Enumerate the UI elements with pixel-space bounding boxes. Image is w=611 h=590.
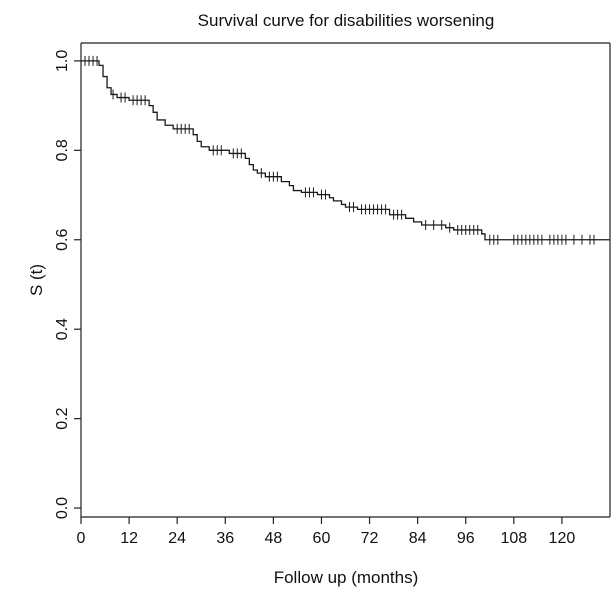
chart-title: Survival curve for disabilities worsenin…	[198, 11, 495, 30]
x-tick-label: 120	[549, 530, 576, 547]
axis-ticks: 0 12 24 36 48 60 72 84 96 108 120 0.0 0.2 0.4 0.6 0.8 1.…	[54, 50, 575, 547]
x-tick-label: 72	[361, 530, 379, 547]
y-tick-label: 0.4	[54, 318, 71, 340]
x-tick-label: 12	[120, 530, 138, 547]
y-axis-label: S (t)	[27, 264, 46, 296]
x-tick-label: 36	[216, 530, 234, 547]
x-tick-label: 24	[168, 530, 186, 547]
y-tick-label: 0.8	[54, 139, 71, 161]
y-tick-label: 1.0	[54, 50, 71, 72]
y-tick-label: 0.2	[54, 407, 71, 429]
x-axis-label: Follow up (months)	[274, 568, 419, 587]
x-tick-label: 84	[409, 530, 427, 547]
x-tick-label: 96	[457, 530, 475, 547]
y-tick-label: 0.0	[54, 497, 71, 519]
x-tick-label: 48	[264, 530, 282, 547]
x-tick-label: 60	[313, 530, 331, 547]
x-tick-label: 0	[77, 530, 86, 547]
survival-step-line	[81, 60, 610, 241]
y-tick-label: 0.6	[54, 229, 71, 251]
censor-marks	[84, 55, 595, 245]
x-tick-label: 108	[500, 530, 527, 547]
